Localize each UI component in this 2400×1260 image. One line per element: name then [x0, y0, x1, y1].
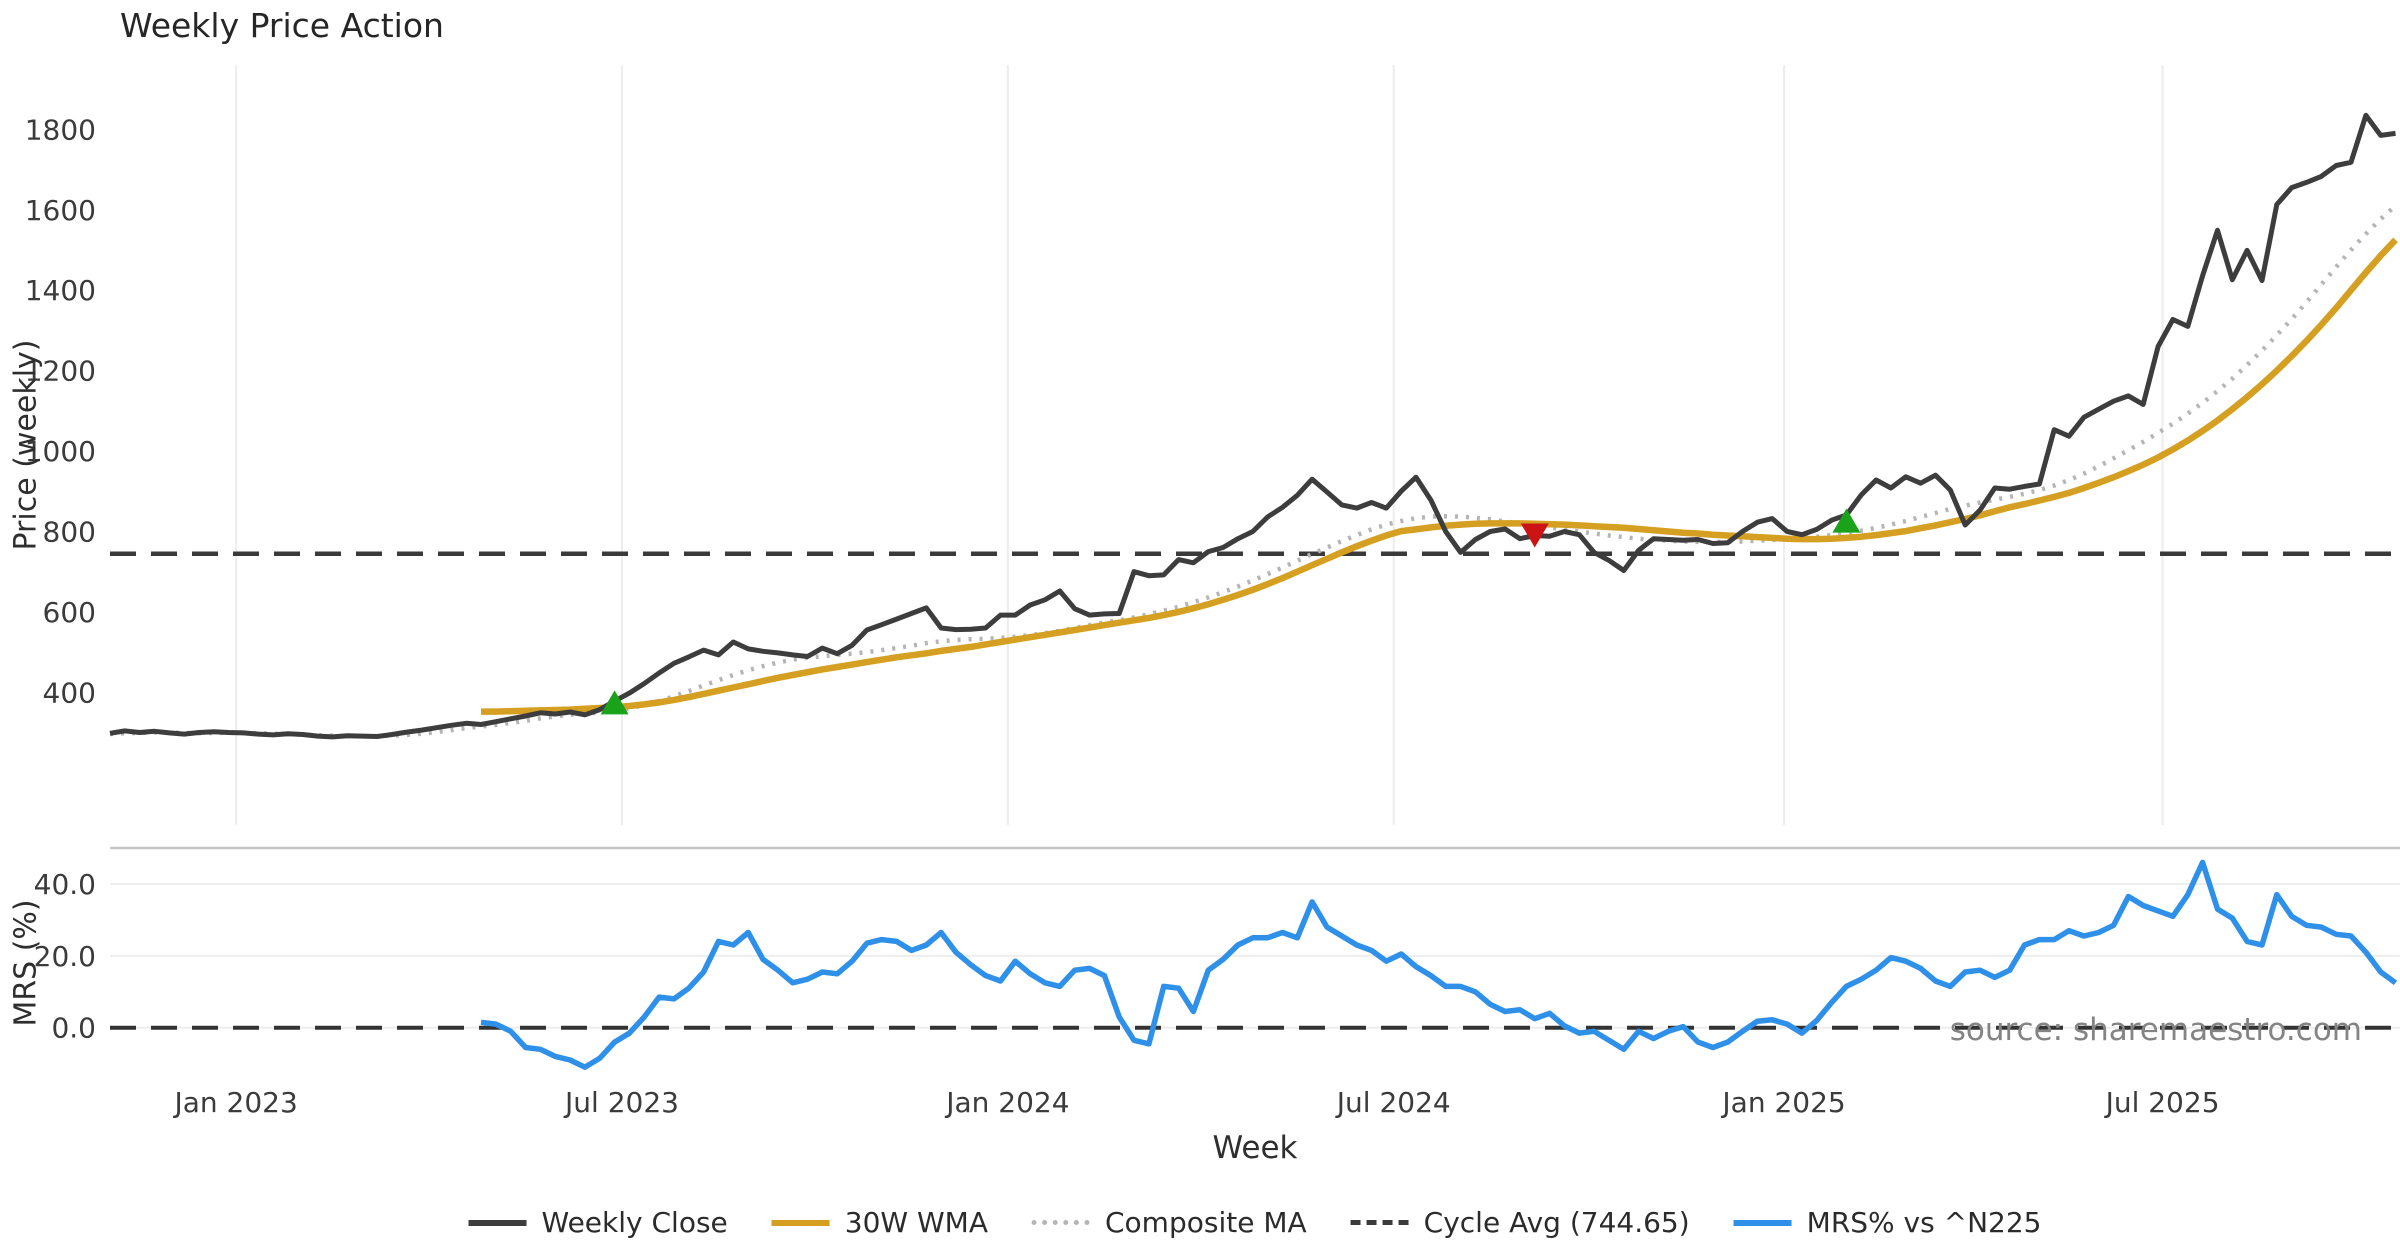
xtick-Jul-2024: Jul 2024 [1335, 1086, 1451, 1119]
xtick-Jul-2023: Jul 2023 [563, 1086, 679, 1119]
legend-item-composite-ma: Composite MA [1032, 1206, 1307, 1239]
page-title: Weekly Price Action [120, 6, 444, 45]
legend-line-sample [1733, 1219, 1792, 1226]
price-ytick-800: 800 [43, 515, 96, 548]
buy-signal-marker-2 [1832, 508, 1861, 533]
weekly-close-line [109, 112, 2396, 740]
price-y-axis-label: Price (weekly) [8, 339, 44, 551]
mrs-line [480, 859, 2398, 1070]
mrs-ytick-0: 0.0 [51, 1012, 96, 1045]
composite-ma-line [109, 204, 2398, 739]
xtick-Jan-2025: Jan 2025 [1720, 1086, 1845, 1119]
legend-item-weekly-close: Weekly Close [468, 1206, 728, 1239]
legend-line-sample [771, 1219, 830, 1226]
price-ytick-1800: 1800 [25, 113, 96, 146]
legend-item-30w-wma: 30W WMA [771, 1206, 988, 1239]
price-ytick-1600: 1600 [25, 194, 96, 227]
wma30-line [481, 237, 2398, 715]
mrs-ytick-20: 20.0 [34, 940, 96, 973]
buy-signal-marker-0 [600, 690, 629, 715]
price-ytick-1200: 1200 [25, 355, 96, 388]
legend-label: 30W WMA [844, 1206, 988, 1239]
legend-item-mrs-vs-n225: MRS% vs ^N225 [1733, 1206, 2042, 1239]
legend-label: MRS% vs ^N225 [1806, 1206, 2042, 1239]
legend-line-sample [1032, 1220, 1090, 1225]
price-ytick-1400: 1400 [25, 274, 96, 307]
legend-label: Composite MA [1105, 1206, 1307, 1239]
legend-item-cycle-avg-744-65-: Cycle Avg (744.65) [1350, 1206, 1690, 1239]
xtick-Jan-2023: Jan 2023 [172, 1086, 297, 1119]
price-ytick-400: 400 [43, 676, 96, 709]
source-attribution: source: sharemaestro.com [1949, 1012, 2362, 1048]
legend-line-sample [468, 1219, 527, 1226]
price-ytick-1000: 1000 [25, 435, 96, 468]
mrs-ytick-40: 40.0 [34, 868, 96, 901]
legend-line-sample [1350, 1220, 1409, 1225]
xtick-Jul-2025: Jul 2025 [2104, 1086, 2220, 1119]
mrs-y-axis-label: MRS (%) [8, 899, 44, 1027]
price-ytick-600: 600 [43, 596, 96, 629]
xtick-Jan-2024: Jan 2024 [944, 1086, 1069, 1119]
legend-label: Weekly Close [541, 1206, 728, 1239]
sell-signal-marker-1 [1520, 523, 1549, 548]
chart-legend: Weekly Close 30W WMA Composite MA Cycle Avg… [468, 1206, 2042, 1239]
legend-label: Cycle Avg (744.65) [1423, 1206, 1690, 1239]
x-axis-label: Week [1212, 1130, 1298, 1166]
